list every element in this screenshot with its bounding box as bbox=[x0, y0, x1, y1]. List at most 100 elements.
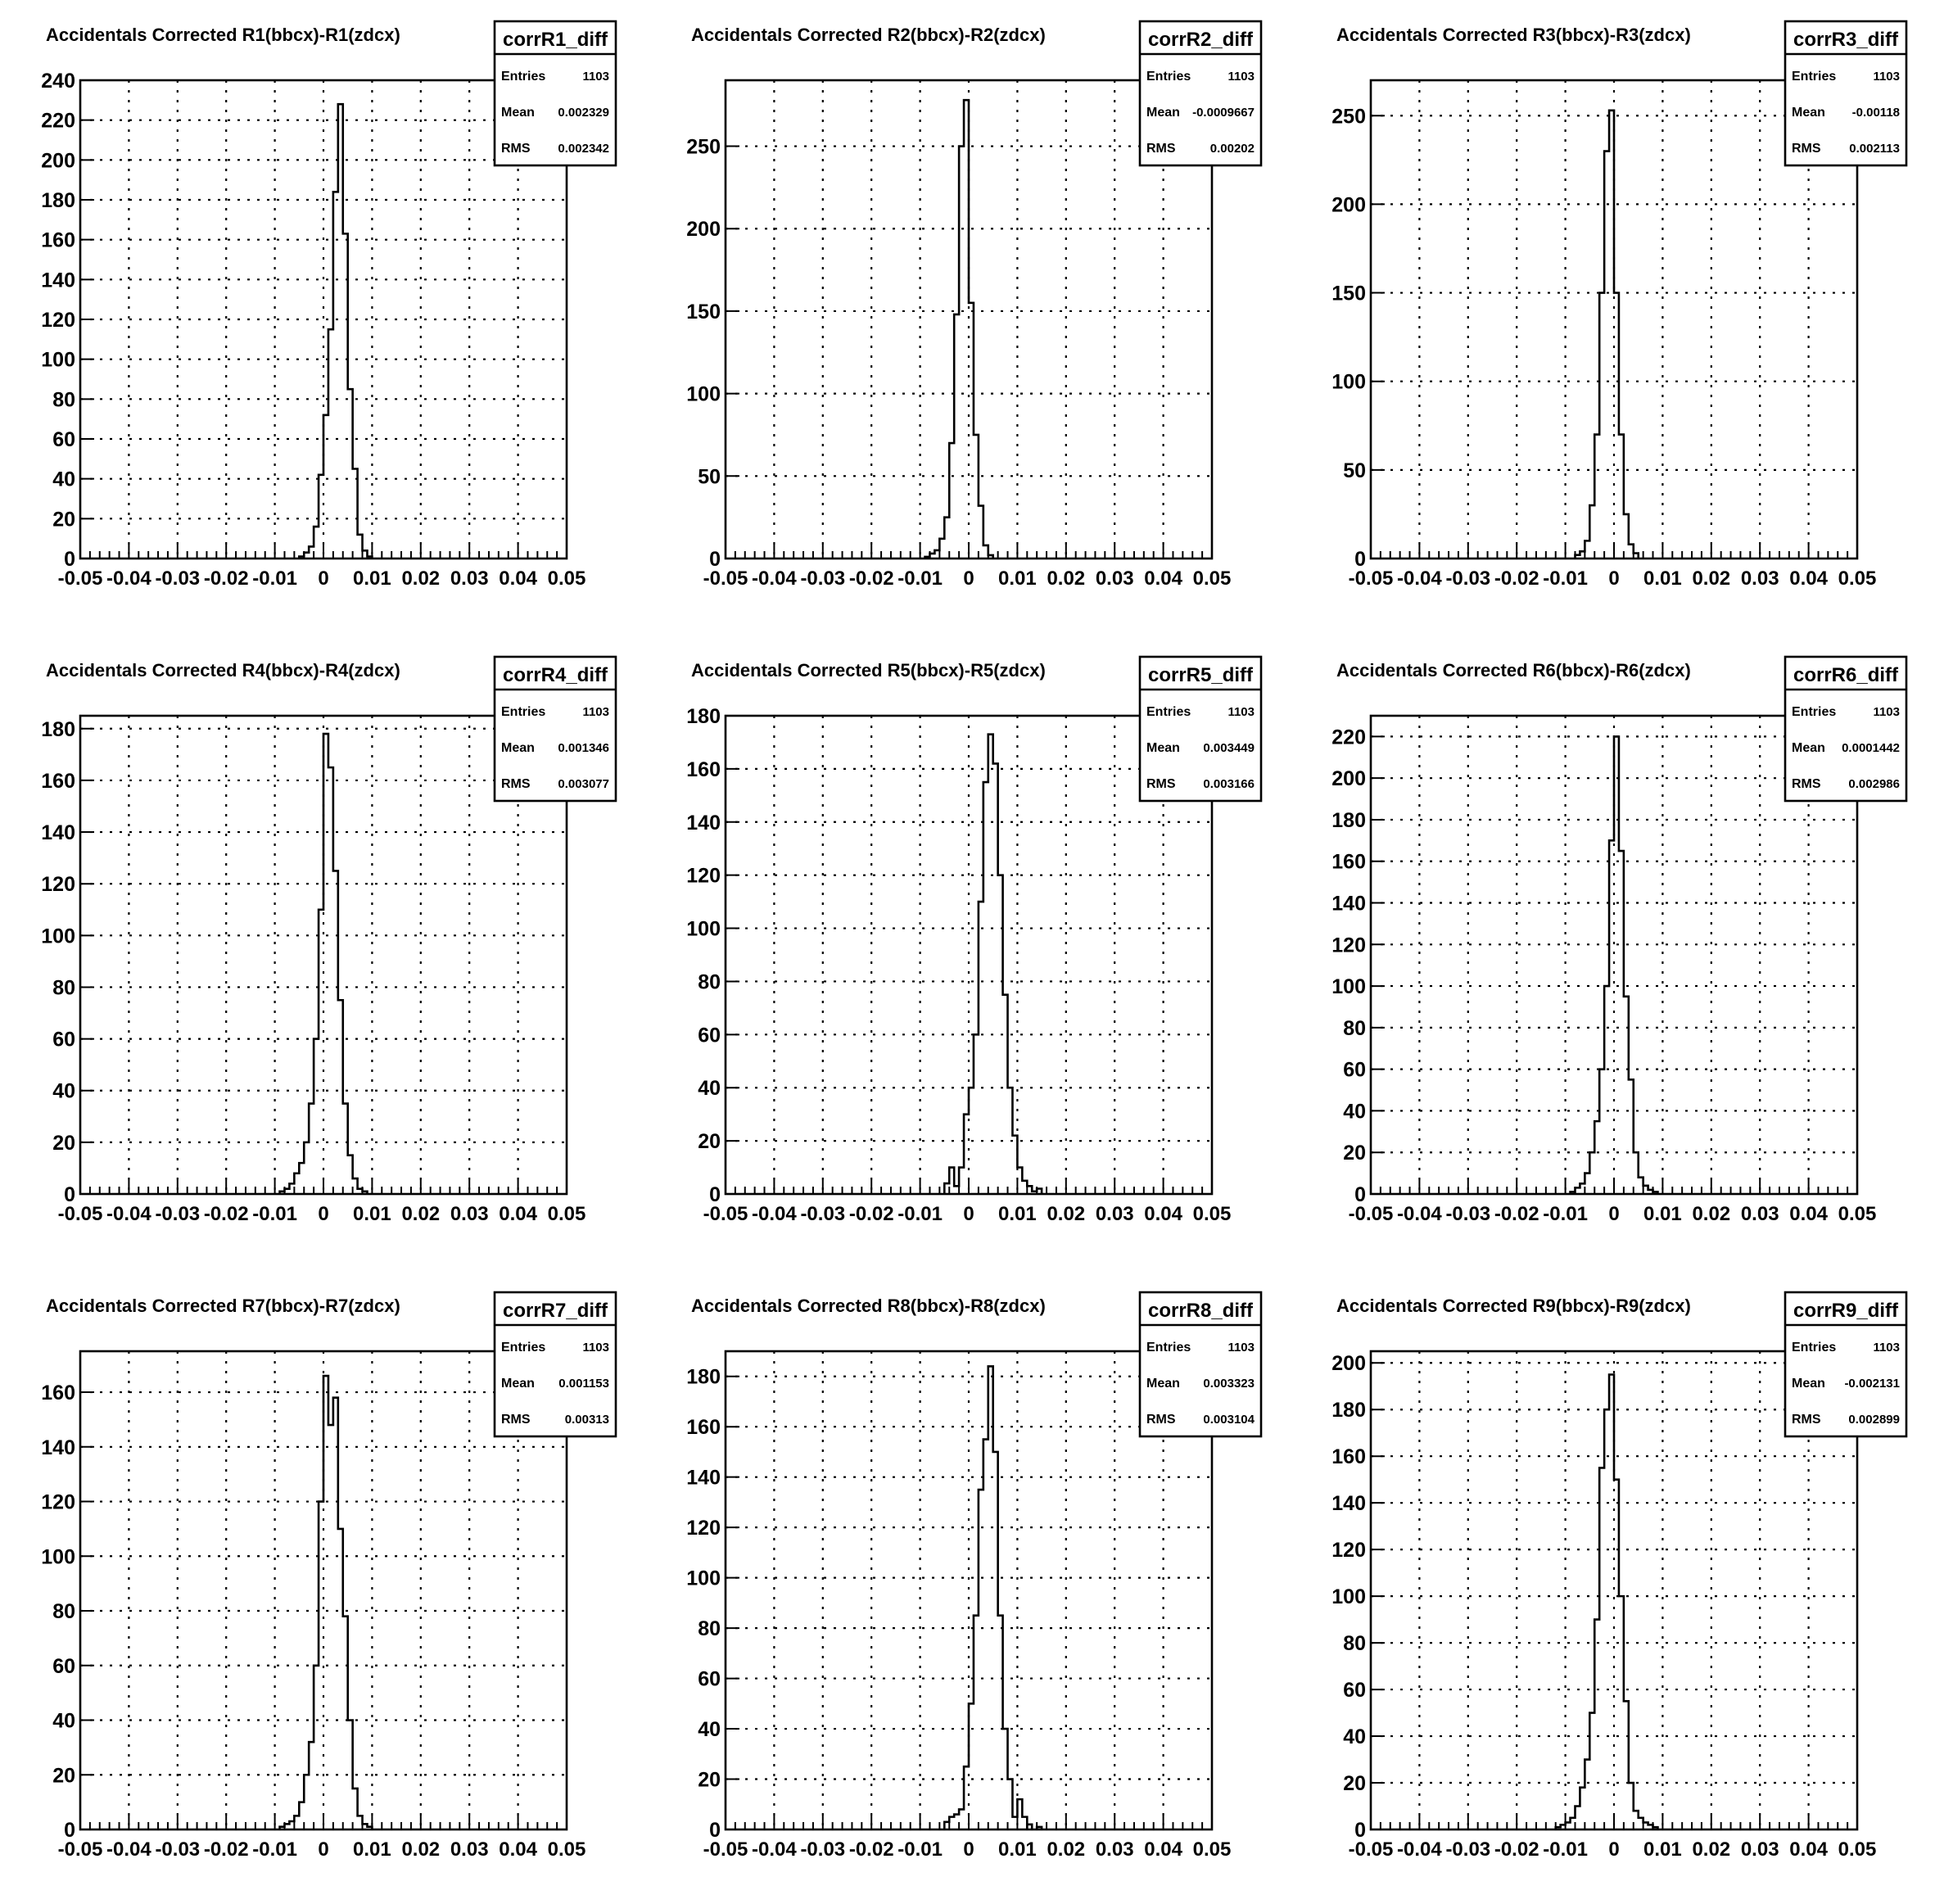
x-tick-label: 0 bbox=[318, 1838, 328, 1861]
y-tick-label: 40 bbox=[698, 1077, 721, 1100]
y-tick-label: 180 bbox=[1331, 809, 1366, 832]
stats-rms-value: 0.00313 bbox=[565, 1413, 609, 1427]
stats-rms-label: RMS bbox=[1146, 777, 1176, 791]
stats-mean-value: -0.002131 bbox=[1844, 1377, 1900, 1391]
stats-name: corrR9_diff bbox=[1793, 1300, 1899, 1322]
stats-rms-label: RMS bbox=[1792, 142, 1821, 156]
stats-entries-label: Entries bbox=[1146, 70, 1191, 84]
histogram-series bbox=[1574, 109, 1639, 559]
x-tick-label: -0.03 bbox=[1445, 1838, 1490, 1861]
y-tick-label: 80 bbox=[1343, 1632, 1366, 1655]
stats-mean-value: 0.003449 bbox=[1203, 741, 1255, 755]
y-tick-label: 0 bbox=[709, 1183, 721, 1206]
x-tick-label: -0.03 bbox=[155, 568, 200, 590]
y-tick-label: 80 bbox=[52, 976, 75, 999]
x-tick-label: 0.01 bbox=[1643, 1838, 1682, 1861]
stats-box bbox=[1138, 20, 1263, 167]
x-tick-label: 0.03 bbox=[450, 1838, 489, 1861]
y-tick-label: 180 bbox=[41, 718, 75, 741]
histogram-series bbox=[1554, 1373, 1659, 1829]
stats-box bbox=[493, 20, 617, 167]
chart-panel: -0.05 -0.04 -0.03 -0.02 -0.01 0 0.01 0.02 0.03 0.… bbox=[41, 1291, 617, 1861]
y-tick-label: 40 bbox=[52, 468, 75, 491]
stats-mean-label: Mean bbox=[1146, 741, 1180, 755]
chart-title: Accidentals Corrected R4(bbcx)-R4(zdcx) bbox=[46, 660, 400, 681]
x-tick-label: -0.01 bbox=[252, 1838, 297, 1861]
stats-name: corrR4_diff bbox=[503, 664, 608, 686]
chart-panel: -0.05 -0.04 -0.03 -0.02 -0.01 0 0.01 0.02 0.03 0.… bbox=[686, 1291, 1263, 1861]
y-tick-label: 160 bbox=[686, 758, 721, 781]
x-tick-label: 0.02 bbox=[1692, 1203, 1730, 1225]
x-tick-label: -0.02 bbox=[849, 1838, 894, 1861]
chart-title: Accidentals Corrected R8(bbcx)-R8(zdcx) bbox=[691, 1296, 1046, 1316]
x-tick-label: 0 bbox=[318, 1203, 328, 1225]
x-tick-label: -0.05 bbox=[58, 1838, 103, 1861]
x-tick-label: -0.03 bbox=[1445, 568, 1490, 590]
y-tick-label: 60 bbox=[698, 1024, 721, 1047]
stats-rms-label: RMS bbox=[1146, 1413, 1176, 1427]
y-tick-label: 120 bbox=[41, 309, 75, 332]
x-tick-label: -0.01 bbox=[252, 1203, 297, 1225]
stats-box bbox=[493, 655, 617, 803]
y-tick-label: 20 bbox=[52, 1764, 75, 1787]
y-tick-label: 80 bbox=[1343, 1017, 1366, 1040]
x-tick-label: 0.03 bbox=[450, 1203, 489, 1225]
stats-mean-value: 0.0001442 bbox=[1842, 741, 1900, 755]
stats-mean-label: Mean bbox=[1146, 106, 1180, 120]
y-tick-label: 20 bbox=[1343, 1142, 1366, 1165]
x-tick-label: 0 bbox=[963, 1838, 974, 1861]
x-tick-label: 0 bbox=[1608, 568, 1619, 590]
stats-name: corrR1_diff bbox=[503, 29, 608, 51]
x-tick-label: 0.03 bbox=[1741, 568, 1779, 590]
y-tick-label: 180 bbox=[41, 189, 75, 212]
stats-rms-value: 0.002113 bbox=[1849, 142, 1900, 156]
stats-name: corrR8_diff bbox=[1148, 1300, 1254, 1322]
y-tick-label: 80 bbox=[698, 1617, 721, 1640]
stats-mean-label: Mean bbox=[1792, 1377, 1825, 1391]
y-tick-label: 220 bbox=[1331, 726, 1366, 748]
chart-title: Accidentals Corrected R7(bbcx)-R7(zdcx) bbox=[46, 1296, 400, 1316]
stats-entries-label: Entries bbox=[1146, 705, 1191, 719]
histogram-series bbox=[924, 98, 994, 559]
y-tick-label: 120 bbox=[1331, 934, 1366, 957]
stats-entries-value: 1103 bbox=[582, 70, 609, 84]
chart-panel: -0.05 -0.04 -0.03 -0.02 -0.01 0 0.01 0.02 0.03 0.… bbox=[41, 655, 617, 1225]
x-tick-label: -0.01 bbox=[1543, 568, 1588, 590]
x-tick-label: -0.04 bbox=[1397, 1838, 1442, 1861]
y-tick-label: 180 bbox=[686, 705, 721, 728]
x-tick-label: -0.01 bbox=[1543, 1838, 1588, 1861]
y-tick-label: 20 bbox=[698, 1130, 721, 1153]
y-tick-label: 220 bbox=[41, 110, 75, 133]
x-tick-label: 0 bbox=[318, 568, 328, 590]
stats-rms-value: 0.00202 bbox=[1210, 142, 1255, 156]
x-tick-label: 0.04 bbox=[1144, 1203, 1182, 1225]
chart-title: Accidentals Corrected R2(bbcx)-R2(zdcx) bbox=[691, 25, 1046, 45]
x-tick-label: -0.03 bbox=[800, 1838, 845, 1861]
stats-name: corrR3_diff bbox=[1793, 29, 1899, 51]
y-tick-label: 60 bbox=[52, 1655, 75, 1678]
x-tick-label: 0.02 bbox=[1047, 568, 1085, 590]
chart-title: Accidentals Corrected R3(bbcx)-R3(zdcx) bbox=[1336, 25, 1691, 45]
stats-name: corrR7_diff bbox=[503, 1300, 608, 1322]
stats-box bbox=[1784, 655, 1908, 803]
x-tick-label: -0.04 bbox=[106, 568, 151, 590]
stats-mean-label: Mean bbox=[1792, 741, 1825, 755]
y-tick-label: 50 bbox=[1343, 459, 1366, 482]
y-tick-label: 160 bbox=[1331, 851, 1366, 874]
y-tick-label: 140 bbox=[686, 812, 721, 834]
y-tick-label: 0 bbox=[1354, 1819, 1366, 1842]
x-tick-label: 0.05 bbox=[1193, 1203, 1232, 1225]
stats-rms-value: 0.003077 bbox=[558, 777, 609, 791]
y-tick-label: 150 bbox=[686, 301, 721, 323]
histogram-series bbox=[943, 1365, 1029, 1829]
chart-title: Accidentals Corrected R9(bbcx)-R9(zdcx) bbox=[1336, 1296, 1691, 1316]
x-tick-label: -0.04 bbox=[1397, 568, 1442, 590]
histogram-series bbox=[1569, 735, 1659, 1194]
x-tick-label: 0.05 bbox=[1838, 1203, 1877, 1225]
x-tick-label: -0.05 bbox=[1349, 568, 1394, 590]
x-tick-label: 0.02 bbox=[401, 568, 440, 590]
y-tick-label: 40 bbox=[52, 1710, 75, 1733]
x-tick-label: -0.03 bbox=[800, 1203, 845, 1225]
y-tick-label: 200 bbox=[41, 149, 75, 172]
x-tick-label: -0.01 bbox=[897, 568, 943, 590]
